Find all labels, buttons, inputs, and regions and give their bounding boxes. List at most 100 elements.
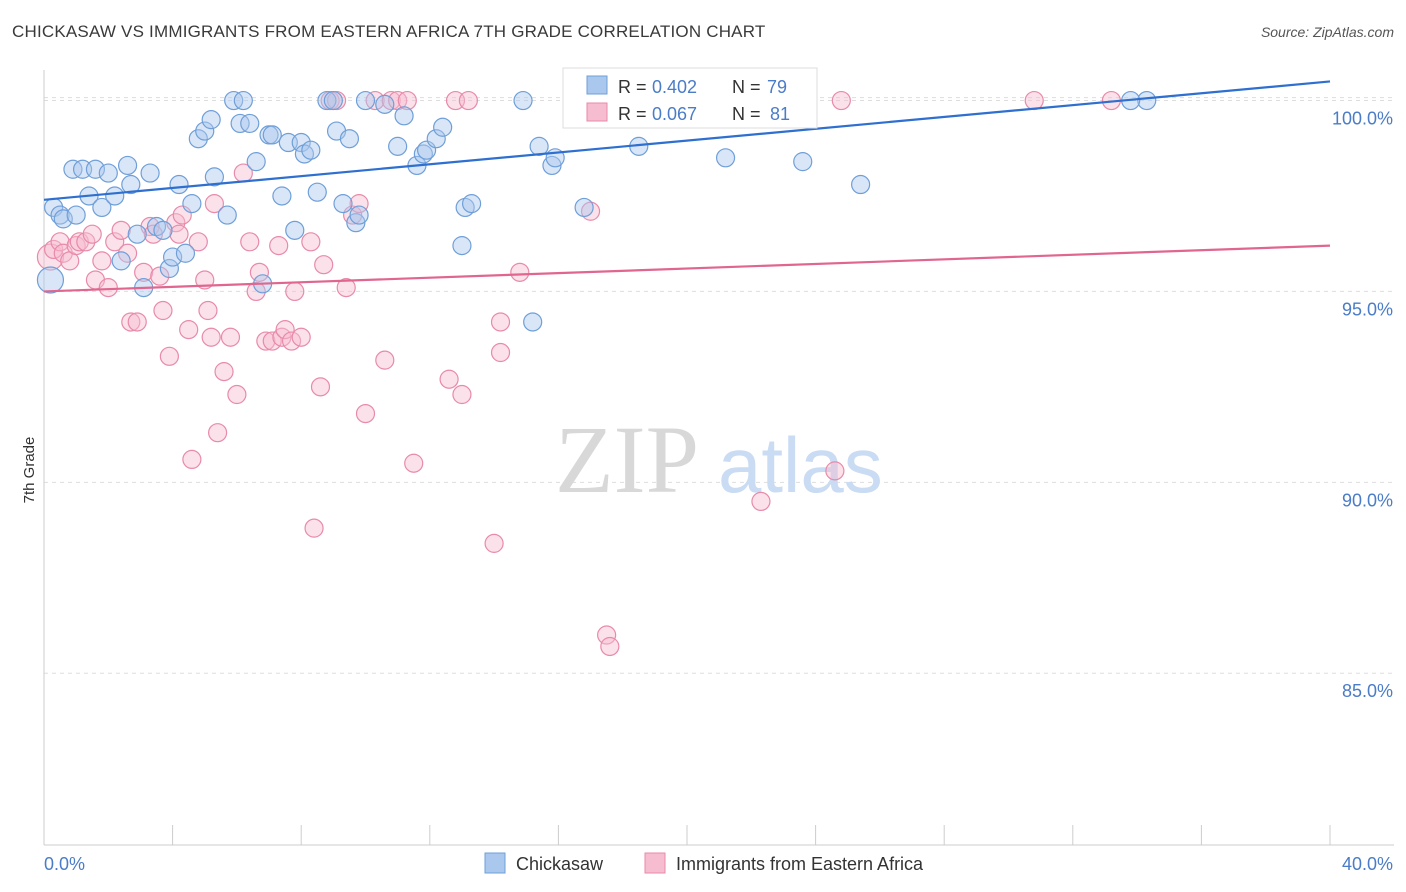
point-blue-45: [317, 90, 337, 111]
point-pink-76: [751, 491, 771, 512]
legend-bottom-label-blue: Chickasaw: [516, 854, 604, 874]
point-pink-7: [76, 232, 96, 252]
legend-r-label-blue: R =: [618, 77, 647, 97]
point-blue-46: [323, 90, 343, 111]
point-pink-47: [285, 281, 305, 302]
point-pink-31: [201, 327, 221, 347]
point-pink-48: [291, 327, 311, 347]
point-pink-17: [134, 262, 154, 282]
point-pink-27: [182, 449, 202, 470]
point-pink-41: [256, 331, 276, 351]
point-blue-52: [355, 90, 376, 111]
point-pink-46: [281, 331, 302, 351]
y-tick-label-0: 85.0%: [1342, 681, 1393, 701]
y-tick-label-1: 90.0%: [1342, 490, 1393, 510]
point-blue-13: [117, 155, 138, 176]
x-tick-labels: 0.0% 40.0%: [44, 854, 1393, 874]
point-pink-15: [121, 312, 141, 332]
point-pink-70: [490, 342, 511, 363]
point-blue-25: [188, 129, 208, 149]
point-pink-11: [98, 278, 118, 298]
point-pink-1: [44, 239, 64, 260]
point-pink-64: [404, 453, 424, 473]
point-blue-77: [1137, 90, 1157, 111]
legend-r-value-pink: 0.067: [652, 104, 697, 124]
point-blue-55: [394, 106, 414, 126]
point-pink-12: [105, 232, 125, 252]
legend-n-label-blue: N =: [732, 77, 761, 97]
point-pink-49: [301, 232, 321, 252]
point-pink-45: [275, 320, 295, 340]
point-pink-59: [365, 90, 385, 111]
x-tick-label-1: 40.0%: [1342, 854, 1393, 874]
point-pink-72: [510, 262, 530, 282]
point-blue-26: [195, 121, 215, 141]
point-blue-41: [291, 132, 311, 153]
point-blue-51: [349, 205, 369, 225]
point-pink-2: [50, 232, 70, 252]
point-pink-75: [600, 636, 620, 657]
point-blue-3: [53, 209, 73, 229]
legend-r-value-blue: 0.402: [652, 77, 697, 97]
point-blue-60: [433, 117, 453, 137]
point-blue-33: [240, 113, 260, 134]
point-blue-0: [36, 266, 65, 294]
point-pink-67: [452, 384, 472, 405]
watermark-atlas: atlas: [718, 421, 883, 509]
point-blue-30: [224, 90, 244, 111]
point-pink-60: [375, 350, 395, 370]
series-pink-points: [36, 90, 1121, 657]
point-pink-50: [304, 518, 324, 538]
point-blue-65: [523, 312, 543, 332]
point-blue-66: [529, 136, 549, 156]
point-blue-54: [388, 136, 408, 156]
point-pink-43: [269, 236, 289, 256]
point-pink-21: [153, 300, 173, 321]
point-pink-55: [336, 278, 356, 298]
legend-bottom-label-pink: Immigrants from Eastern Africa: [676, 854, 924, 874]
point-pink-68: [458, 90, 478, 111]
point-blue-12: [111, 251, 131, 271]
point-pink-38: [240, 232, 260, 252]
point-pink-33: [208, 423, 228, 443]
x-tick-label-0: 0.0%: [44, 854, 85, 874]
trend-line-pink: [43, 244, 1331, 293]
point-pink-80: [1024, 90, 1044, 111]
source-label: Source: ZipAtlas.com: [1260, 24, 1394, 40]
point-blue-74: [715, 148, 736, 168]
legend-swatch-blue: [586, 75, 608, 95]
legend-n-value-pink: 81: [770, 104, 790, 124]
point-blue-70: [574, 197, 594, 218]
legend-swatch-pink: [586, 102, 608, 122]
point-pink-30: [198, 300, 218, 321]
point-pink-24: [169, 224, 189, 244]
point-blue-4: [63, 159, 83, 179]
point-pink-13: [111, 220, 131, 240]
point-blue-63: [461, 194, 482, 214]
point-blue-31: [230, 113, 250, 134]
point-pink-65: [439, 369, 459, 389]
point-blue-48: [333, 194, 353, 214]
point-blue-75: [793, 152, 813, 172]
point-blue-23: [175, 243, 196, 263]
point-blue-15: [127, 224, 147, 244]
point-blue-49: [339, 129, 360, 149]
point-pink-10: [92, 251, 112, 271]
legend-bottom-swatch-pink: [644, 852, 666, 874]
point-blue-27: [201, 110, 221, 130]
point-pink-14: [117, 243, 138, 263]
point-pink-42: [262, 331, 282, 351]
trend-line-blue: [43, 80, 1331, 201]
point-blue-14: [121, 174, 141, 195]
y-axis-label: 7th Grade: [21, 437, 38, 504]
point-pink-71: [490, 312, 511, 332]
point-blue-8: [85, 159, 106, 179]
point-pink-40: [249, 262, 270, 282]
point-pink-78: [825, 461, 845, 481]
point-pink-28: [188, 232, 208, 252]
point-blue-37: [262, 125, 282, 145]
y-tick-labels: 85.0% 90.0% 95.0% 100.0%: [1332, 109, 1393, 702]
point-blue-76: [851, 174, 871, 195]
trend-lines: [43, 80, 1331, 293]
